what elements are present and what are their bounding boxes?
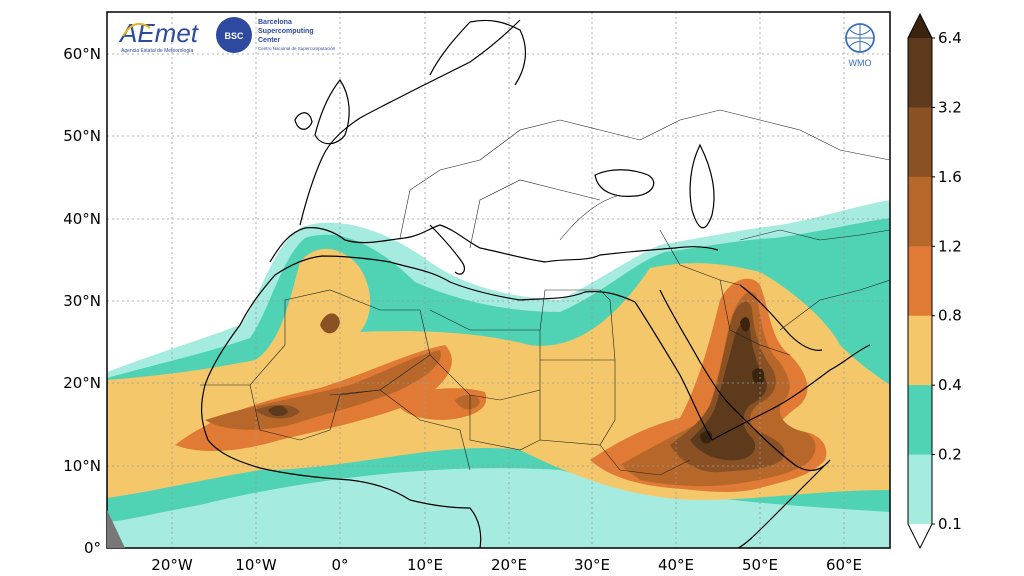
dust-band-3.2 [268, 322, 767, 461]
colorbar-segment [908, 246, 932, 317]
dust-field [107, 200, 890, 548]
colorbar-tick-label: 0.4 [938, 376, 962, 394]
lon-label: 20°W [151, 556, 193, 574]
colorbar-tick-label: 3.2 [938, 98, 962, 116]
lat-label: 60°N [63, 45, 101, 63]
lat-label: 30°N [63, 292, 101, 310]
lon-label: 0° [331, 556, 348, 574]
colorbar-segment [908, 107, 932, 178]
lat-label: 20°N [63, 374, 101, 392]
bsc-logo: BSC Barcelona Supercomputing Center Cent… [216, 17, 336, 53]
colorbar-tick-label: 1.6 [938, 168, 962, 186]
borders [200, 109, 890, 476]
bsc-name-line: Supercomputing [258, 28, 314, 35]
lon-label: 30°E [574, 556, 610, 574]
aemet-name: AEmet [118, 18, 200, 48]
bsc-name-line: Center [258, 37, 280, 44]
colorbar-segment [908, 385, 932, 456]
colorbar-extend-min [908, 524, 932, 548]
map-frame [106, 11, 891, 549]
colorbar-segment [908, 454, 932, 525]
lon-label: 20°E [491, 556, 527, 574]
colorbar-segment [908, 38, 932, 108]
lon-label: 50°E [742, 556, 778, 574]
bsc-badge: BSC [224, 31, 244, 41]
wmo-label: WMO [849, 58, 872, 68]
colorbar-extend-max [908, 14, 932, 38]
dust-band-0.8 [175, 278, 827, 493]
coastlines [201, 19, 871, 548]
lat-label: 0° [84, 539, 101, 557]
lon-label: 10°W [235, 556, 277, 574]
bsc-badge-icon [216, 17, 252, 53]
colorbar-tick-label: 1.2 [938, 237, 962, 255]
lon-label: 10°E [407, 556, 443, 574]
colorbar-segment [908, 315, 932, 386]
bsc-caption: Centro Nacional de Supercomputación [258, 46, 336, 51]
aemet-caption: Agencia Estatal de Meteorología [121, 48, 193, 54]
colorbar-tick-label: 0.2 [938, 446, 962, 464]
lon-axis: 20°W 10°W 0° 10°E 20°E 30°E 40°E 50°E 60… [151, 556, 862, 574]
colorbar-tick-label: 6.4 [938, 29, 962, 47]
aemet-swoosh-icon [122, 22, 151, 37]
lon-label: 40°E [658, 556, 694, 574]
colorbar: 0.1 0.2 0.4 0.8 1.2 1.6 3.2 6.4 [907, 12, 962, 550]
wmo-logo: WMO [845, 23, 875, 68]
lat-axis: 60°N 50°N 40°N 30°N 20°N 10°N 0° [63, 45, 101, 557]
lat-label: 40°N [63, 210, 101, 228]
colorbar-tick-label: 0.1 [938, 515, 962, 533]
colorbar-tick-label: 0.8 [938, 307, 962, 325]
lon-label: 60°E [826, 556, 862, 574]
nodata-corner [107, 510, 125, 548]
bsc-name-line: Barcelona [258, 19, 292, 26]
graticule [107, 12, 890, 548]
aemet-logo: AEmet Agencia Estatal de Meteorología [118, 18, 200, 54]
colorbar-segment [908, 176, 932, 247]
lat-label: 50°N [63, 127, 101, 145]
lat-label: 10°N [63, 457, 101, 475]
